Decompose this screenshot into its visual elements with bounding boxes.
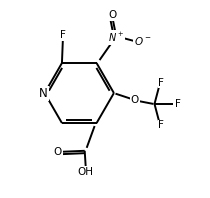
Text: $O^-$: $O^-$ <box>134 35 151 47</box>
Text: O: O <box>54 147 62 157</box>
Text: O: O <box>108 10 117 20</box>
Text: N: N <box>39 87 48 100</box>
Text: OH: OH <box>78 167 94 177</box>
Text: F: F <box>159 120 164 130</box>
Text: F: F <box>175 99 181 109</box>
Text: F: F <box>60 30 66 40</box>
Text: F: F <box>159 78 164 88</box>
Text: $N^+$: $N^+$ <box>108 31 125 44</box>
Text: O: O <box>131 95 139 105</box>
